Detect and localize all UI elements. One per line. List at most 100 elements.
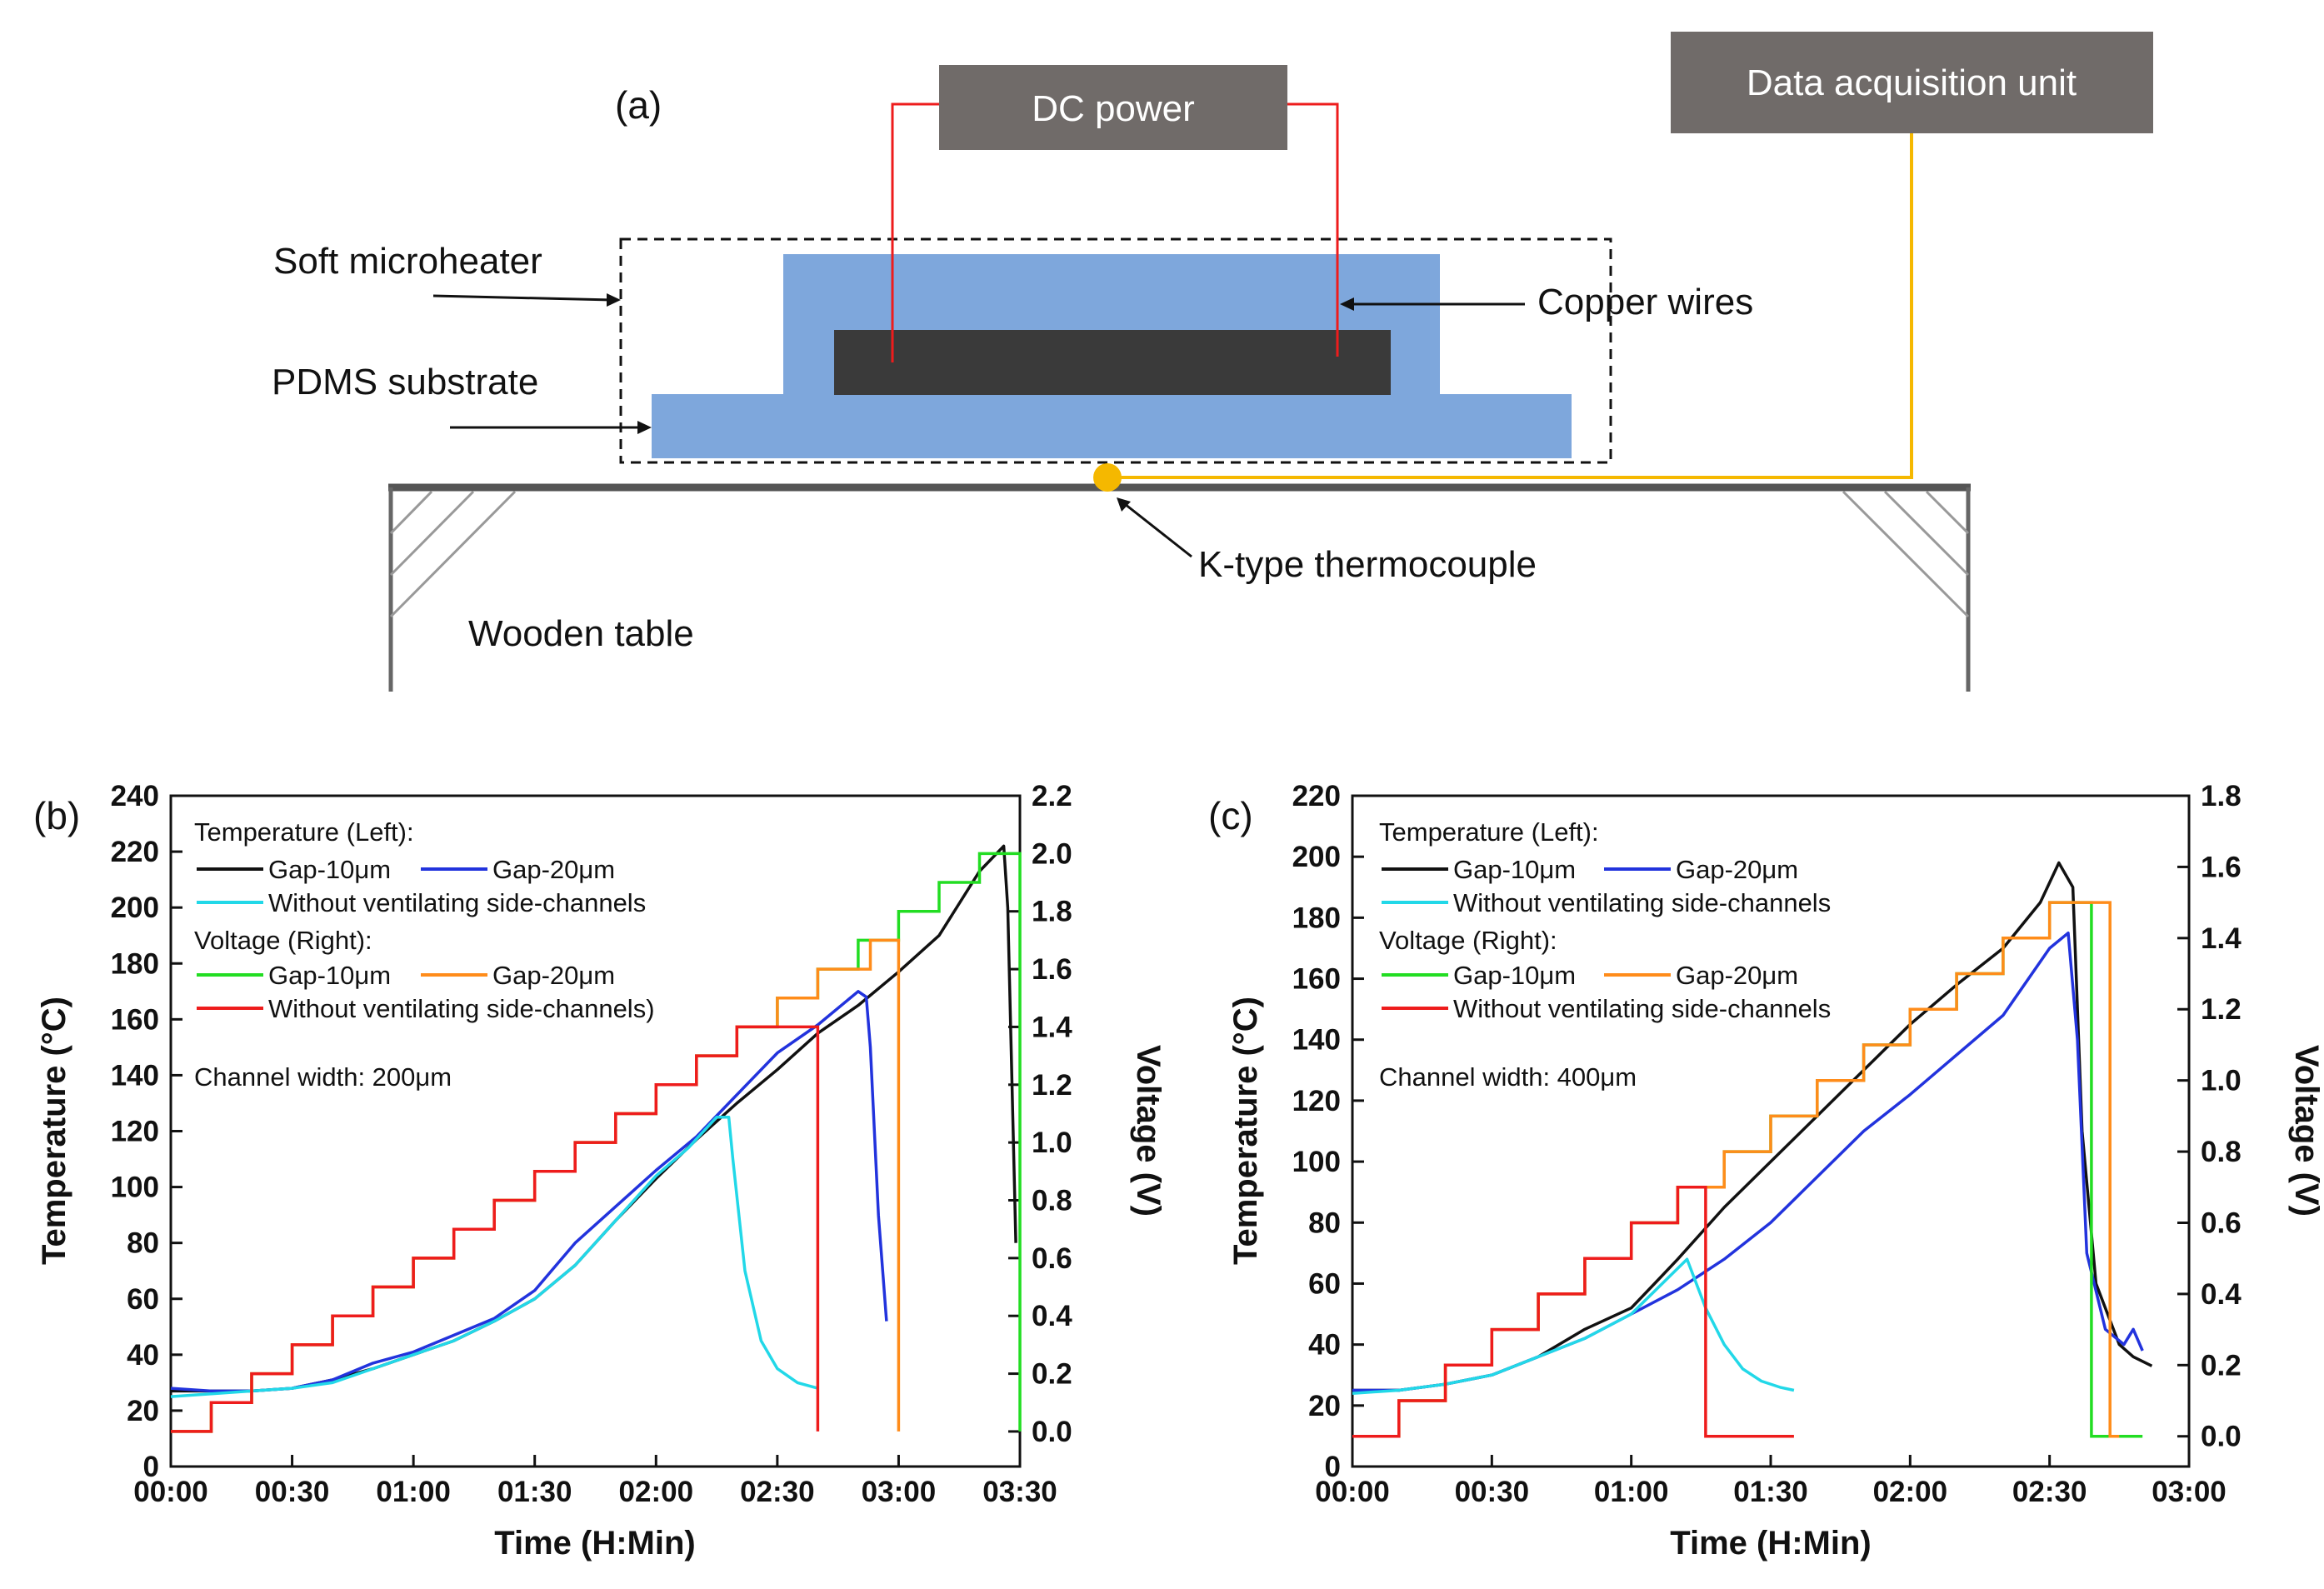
- y-tick-label: 100: [1292, 1146, 1341, 1178]
- y2-tick-label: 1.4: [2201, 922, 2242, 955]
- y2-tick-label: 1.0: [1032, 1127, 1072, 1159]
- x-tick-label: 00:30: [255, 1476, 330, 1508]
- y2-tick-label: 1.4: [1032, 1011, 1072, 1043]
- copper-wire-right: [1287, 102, 1339, 357]
- microheater-boundary: [619, 237, 1612, 464]
- y2-tick-label: 0.4: [2201, 1278, 2242, 1311]
- x-tick-label: 01:00: [376, 1476, 451, 1508]
- temperature-line-gap-20-m-b: [170, 990, 888, 1393]
- pdms-substrate-label: PDMS substrate: [272, 362, 538, 402]
- y2-tick-label: 2.2: [1032, 780, 1072, 812]
- series-group-c: [1352, 861, 2153, 1438]
- thermocouple-arrowhead: [1117, 497, 1131, 512]
- panel-label-a: (a): [615, 83, 662, 127]
- axes-ticks-c: 00:00 00:30 01:00 01:30 02:00 02:30 03:00 0 20 40…: [1292, 780, 2242, 1508]
- legend-volt-gap20-b: Gap-20μm: [492, 961, 615, 990]
- y-tick-label: 220: [111, 836, 159, 868]
- y-tick-label: 20: [127, 1395, 159, 1427]
- y-tick-label: 180: [111, 947, 159, 980]
- y2-axis-title-c: Voltage (V): [2288, 1045, 2324, 1217]
- y-tick-label: 60: [127, 1283, 159, 1316]
- daq-box: [1671, 32, 2153, 133]
- pdms-substrate-base: [652, 394, 1572, 458]
- y2-tick-label: 0.6: [2201, 1207, 2242, 1239]
- channel-width-annotation-b: Channel width: 200μm: [194, 1062, 452, 1092]
- y2-tick-label: 1.6: [1032, 953, 1072, 986]
- panel-label-b: (b): [33, 794, 80, 837]
- y-tick-label: 200: [1292, 841, 1341, 873]
- copper-wire-left: [891, 102, 939, 362]
- voltage-step-without-ventilating-side-channels-c: [1352, 1186, 1794, 1438]
- heater-element: [834, 330, 1391, 395]
- y2-tick-label: 1.8: [1032, 896, 1072, 928]
- y-tick-label: 80: [1308, 1207, 1341, 1239]
- legend-temp-gap10-c: Gap-10μm: [1453, 855, 1576, 884]
- x-tick-label: 00:30: [1455, 1476, 1530, 1508]
- y-tick-label: 80: [127, 1227, 159, 1260]
- y-tick-label: 120: [111, 1116, 159, 1148]
- x-tick-label: 00:00: [1315, 1476, 1390, 1508]
- dc-power-box: [939, 65, 1287, 150]
- y2-axis-title-b: Voltage (V): [1130, 1045, 1167, 1217]
- legend-temp-noventing-c: Without ventilating side-channels: [1453, 888, 1831, 917]
- y-tick-label: 0: [1325, 1451, 1341, 1483]
- legend-temp-noventing-b: Without ventilating side-channels: [268, 888, 646, 917]
- legend-b: Temperature (Left): Gap-10μm Gap-20μm Wi…: [194, 817, 655, 1092]
- y-tick-label: 220: [1292, 780, 1341, 812]
- temperature-line-without-ventilating-side-channels-b: [170, 1115, 818, 1398]
- y-tick-label: 180: [1292, 902, 1341, 934]
- soft-microheater-arrowhead: [607, 293, 621, 307]
- chart-panel-c: (c) 00:00 00:30 01:00 01:30 02:00 02:30 03:000…: [1208, 780, 2324, 1562]
- y-tick-label: 200: [111, 892, 159, 924]
- x-tick-label: 02:30: [2012, 1476, 2087, 1508]
- wooden-table-label: Wooden table: [468, 613, 694, 654]
- legend-temp-header-b: Temperature (Left):: [194, 817, 414, 847]
- daq-label: Data acquisition unit: [1747, 62, 2077, 103]
- x-tick-label: 02:00: [619, 1476, 694, 1508]
- legend-volt-gap20-c: Gap-20μm: [1676, 961, 1798, 990]
- y2-tick-label: 1.2: [2201, 993, 2242, 1026]
- table-hatch-right: [1842, 490, 1970, 618]
- y2-tick-label: 0.2: [2201, 1349, 2242, 1382]
- y2-tick-label: 1.8: [2201, 780, 2242, 812]
- x-tick-label: 03:00: [862, 1476, 937, 1508]
- legend-volt-header-c: Voltage (Right):: [1379, 926, 1557, 955]
- y2-tick-label: 1.6: [2201, 851, 2242, 883]
- thermocouple-arrow: [1124, 502, 1192, 558]
- legend-volt-header-b: Voltage (Right):: [194, 926, 372, 955]
- y2-tick-label: 0.6: [1032, 1242, 1072, 1275]
- y-tick-label: 140: [111, 1059, 159, 1092]
- y-tick-label: 160: [1292, 963, 1341, 996]
- y2-tick-label: 2.0: [1032, 837, 1072, 870]
- legend-volt-gap10-b: Gap-10μm: [268, 961, 391, 990]
- legend-temp-gap20-b: Gap-20μm: [492, 855, 615, 884]
- y-axis-title-b: Temperature (°C): [36, 997, 72, 1265]
- soft-microheater-label: Soft microheater: [273, 241, 542, 282]
- pdms-substrate-arrowhead: [637, 421, 652, 434]
- y-tick-label: 240: [111, 780, 159, 812]
- y-tick-label: 40: [1308, 1329, 1341, 1362]
- y-tick-label: 40: [127, 1339, 159, 1372]
- y2-tick-label: 1.0: [2201, 1065, 2242, 1097]
- y2-tick-label: 0.0: [1032, 1416, 1072, 1448]
- x-tick-label: 01:30: [497, 1476, 572, 1508]
- x-tick-label: 03:00: [2152, 1476, 2227, 1508]
- legend-temp-gap10-b: Gap-10μm: [268, 855, 391, 884]
- legend-volt-gap10-c: Gap-10μm: [1453, 961, 1576, 990]
- y-tick-label: 160: [111, 1003, 159, 1036]
- y2-tick-label: 0.8: [2201, 1136, 2242, 1168]
- channel-width-annotation-c: Channel width: 400μm: [1379, 1062, 1637, 1092]
- x-axis-title-b: Time (H:Min): [494, 1525, 695, 1562]
- thermocouple-label: K-type thermocouple: [1198, 544, 1537, 585]
- y-axis-title-c: Temperature (°C): [1227, 997, 1264, 1265]
- y-tick-label: 120: [1292, 1085, 1341, 1117]
- y-tick-label: 60: [1308, 1267, 1341, 1300]
- y2-tick-label: 0.2: [1032, 1358, 1072, 1391]
- thermocouple-junction: [1093, 463, 1122, 492]
- thermocouple-signal-wire: [1107, 133, 1913, 479]
- x-tick-label: 01:30: [1733, 1476, 1808, 1508]
- y-tick-label: 0: [143, 1451, 159, 1483]
- table-hatch-left: [389, 490, 517, 618]
- series-group-b: [170, 844, 1022, 1433]
